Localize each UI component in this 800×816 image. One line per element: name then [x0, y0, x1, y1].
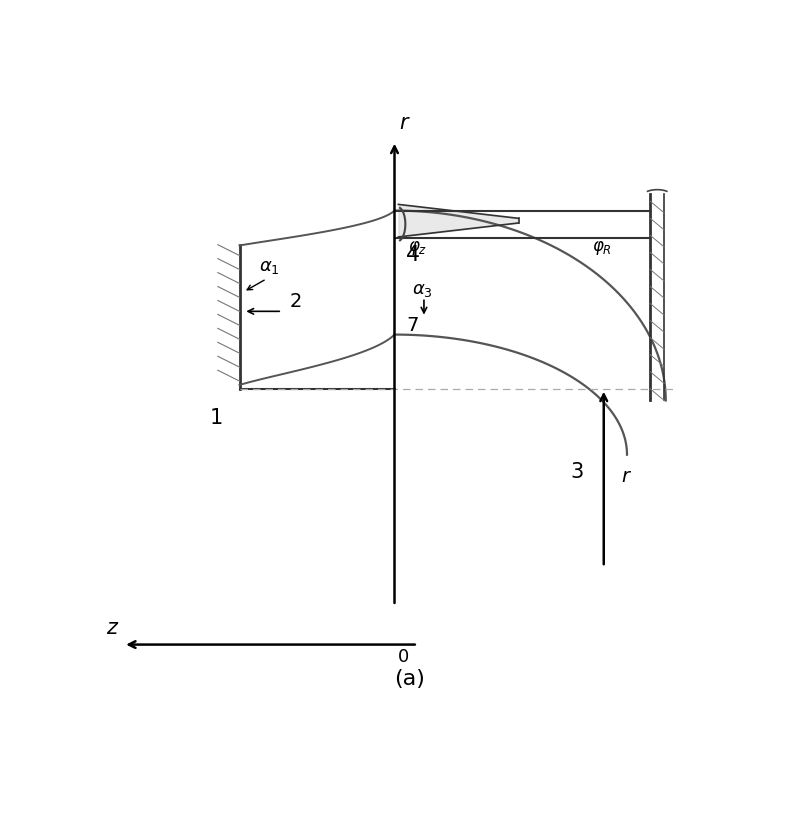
Text: 3: 3 [570, 462, 583, 482]
Text: $\alpha_1$: $\alpha_1$ [259, 258, 280, 276]
Text: 4: 4 [406, 245, 420, 265]
Text: $\alpha_3$: $\alpha_3$ [411, 282, 432, 299]
Text: $\varphi_z$: $\varphi_z$ [409, 239, 428, 257]
Text: (a): (a) [394, 669, 426, 690]
Text: $\varphi_R$: $\varphi_R$ [592, 239, 612, 257]
Text: r: r [399, 113, 408, 133]
Text: 2: 2 [290, 292, 302, 312]
Text: 0: 0 [398, 649, 410, 667]
Text: r: r [622, 467, 630, 486]
Text: 1: 1 [210, 408, 223, 428]
Text: z: z [106, 619, 117, 638]
Text: 7: 7 [406, 316, 418, 335]
